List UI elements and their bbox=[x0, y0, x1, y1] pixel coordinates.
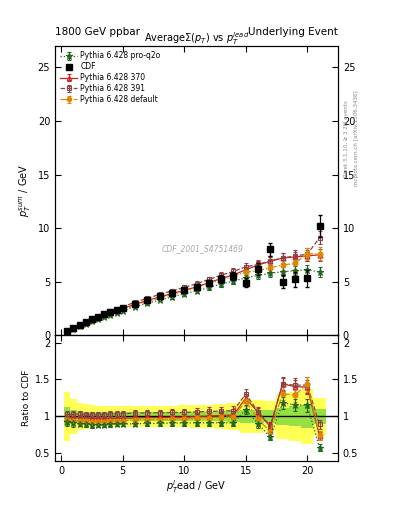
CDF bbox=[219, 276, 224, 282]
CDF bbox=[71, 325, 76, 331]
CDF bbox=[169, 290, 174, 296]
CDF bbox=[157, 293, 162, 300]
CDF bbox=[83, 319, 88, 325]
CDF bbox=[268, 246, 273, 252]
CDF bbox=[102, 311, 107, 317]
CDF bbox=[194, 284, 199, 290]
CDF bbox=[305, 275, 310, 282]
CDF bbox=[77, 322, 82, 328]
CDF bbox=[132, 301, 137, 307]
Title: Average$\Sigma(p_T)$ vs $p_T^{lead}$: Average$\Sigma(p_T)$ vs $p_T^{lead}$ bbox=[144, 30, 249, 47]
Line: CDF: CDF bbox=[64, 223, 323, 334]
CDF bbox=[65, 328, 70, 334]
Text: 1800 GeV ppbar: 1800 GeV ppbar bbox=[55, 27, 140, 37]
CDF bbox=[145, 297, 150, 303]
CDF bbox=[90, 316, 94, 323]
Text: CDF_2001_S4751469: CDF_2001_S4751469 bbox=[161, 244, 243, 253]
Text: mcplots.cern.ch [arXiv:1306.3436]: mcplots.cern.ch [arXiv:1306.3436] bbox=[354, 91, 359, 186]
Y-axis label: $p_T^{sum}$ / GeV: $p_T^{sum}$ / GeV bbox=[18, 164, 33, 217]
CDF bbox=[243, 280, 248, 286]
CDF bbox=[108, 309, 113, 315]
CDF bbox=[114, 307, 119, 313]
CDF bbox=[96, 314, 101, 320]
Text: Rivet 3.1.10, ≥ 3.2M events: Rivet 3.1.10, ≥ 3.2M events bbox=[344, 100, 349, 177]
CDF bbox=[231, 273, 236, 279]
CDF bbox=[317, 223, 322, 229]
CDF bbox=[292, 276, 297, 283]
Y-axis label: Ratio to CDF: Ratio to CDF bbox=[22, 370, 31, 426]
Text: Underlying Event: Underlying Event bbox=[248, 27, 338, 37]
Legend: Pythia 6.428 pro-q2o, CDF, Pythia 6.428 370, Pythia 6.428 391, Pythia 6.428 defa: Pythia 6.428 pro-q2o, CDF, Pythia 6.428 … bbox=[59, 50, 162, 105]
CDF bbox=[280, 279, 285, 285]
CDF bbox=[256, 266, 261, 272]
X-axis label: $p_T^{l}$ead / GeV: $p_T^{l}$ead / GeV bbox=[166, 478, 227, 495]
CDF bbox=[182, 287, 187, 293]
CDF bbox=[120, 305, 125, 311]
CDF bbox=[206, 280, 211, 286]
